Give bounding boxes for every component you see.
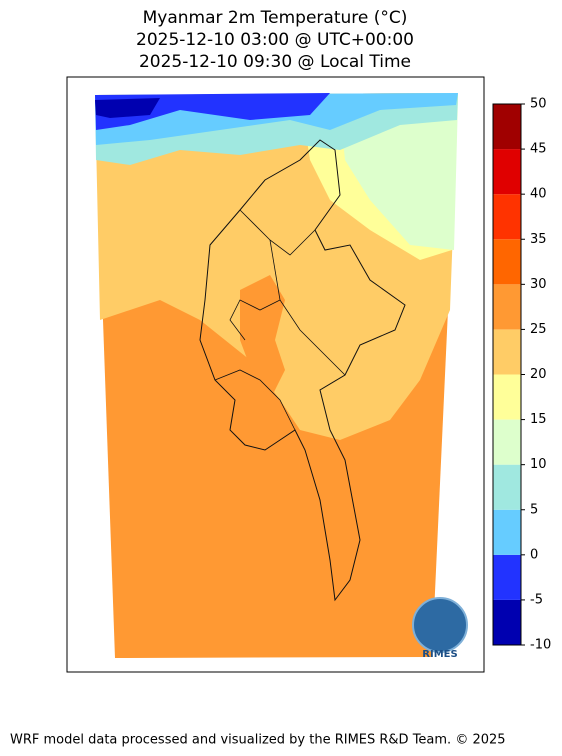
footer: WRF model data processed and visualized … <box>10 733 506 748</box>
colorbar-tick-label: 30 <box>530 277 547 292</box>
colorbar-tick-label: 25 <box>530 322 547 337</box>
colorbar-segment <box>493 464 521 510</box>
colorbar: -10 -5 0 5 10 15 20 25 30 35 40 45 50 <box>492 97 551 653</box>
logo-text: RIMES <box>422 649 457 660</box>
title-line: Myanmar 2m Temperature (°C) <box>143 8 408 28</box>
colorbar-segment <box>493 509 521 555</box>
colorbar-tick-label: 15 <box>530 412 547 427</box>
colorbar-tick-label: 10 <box>530 457 547 472</box>
colorbar-tick-label: -5 <box>530 592 543 607</box>
logo-mark <box>412 597 468 653</box>
colorbar-tick-label: 0 <box>530 547 538 562</box>
title-line: 2025-12-10 09:30 @ Local Time <box>139 52 411 72</box>
colorbar-tick-label: 40 <box>530 187 547 202</box>
colorbar-tick-label: 45 <box>530 142 547 157</box>
colorbar-tick-label: 35 <box>530 232 547 247</box>
colorbar-segment <box>493 599 521 645</box>
colorbar-segment <box>493 554 521 600</box>
colorbar-tick-label: 5 <box>530 502 538 517</box>
temp-field <box>240 275 285 400</box>
colorbar-segment <box>493 149 521 195</box>
colorbar-tick-label: 20 <box>530 367 547 382</box>
colorbar-segment <box>493 284 521 330</box>
colorbar-segment <box>493 239 521 285</box>
temp-field <box>95 98 160 118</box>
colorbar-segment <box>493 329 521 375</box>
title-line: 2025-12-10 03:00 @ UTC+00:00 <box>136 30 414 50</box>
country-border <box>199 139 406 602</box>
colorbar-segment <box>493 104 521 150</box>
region-border <box>214 209 346 431</box>
map: RIMES <box>95 93 468 660</box>
colorbar-tick-label: -10 <box>530 638 551 653</box>
colorbar-tick-label: 50 <box>530 97 547 112</box>
colorbar-segment <box>493 419 521 465</box>
colorbar-segment <box>493 374 521 420</box>
colorbar-segment <box>493 194 521 240</box>
